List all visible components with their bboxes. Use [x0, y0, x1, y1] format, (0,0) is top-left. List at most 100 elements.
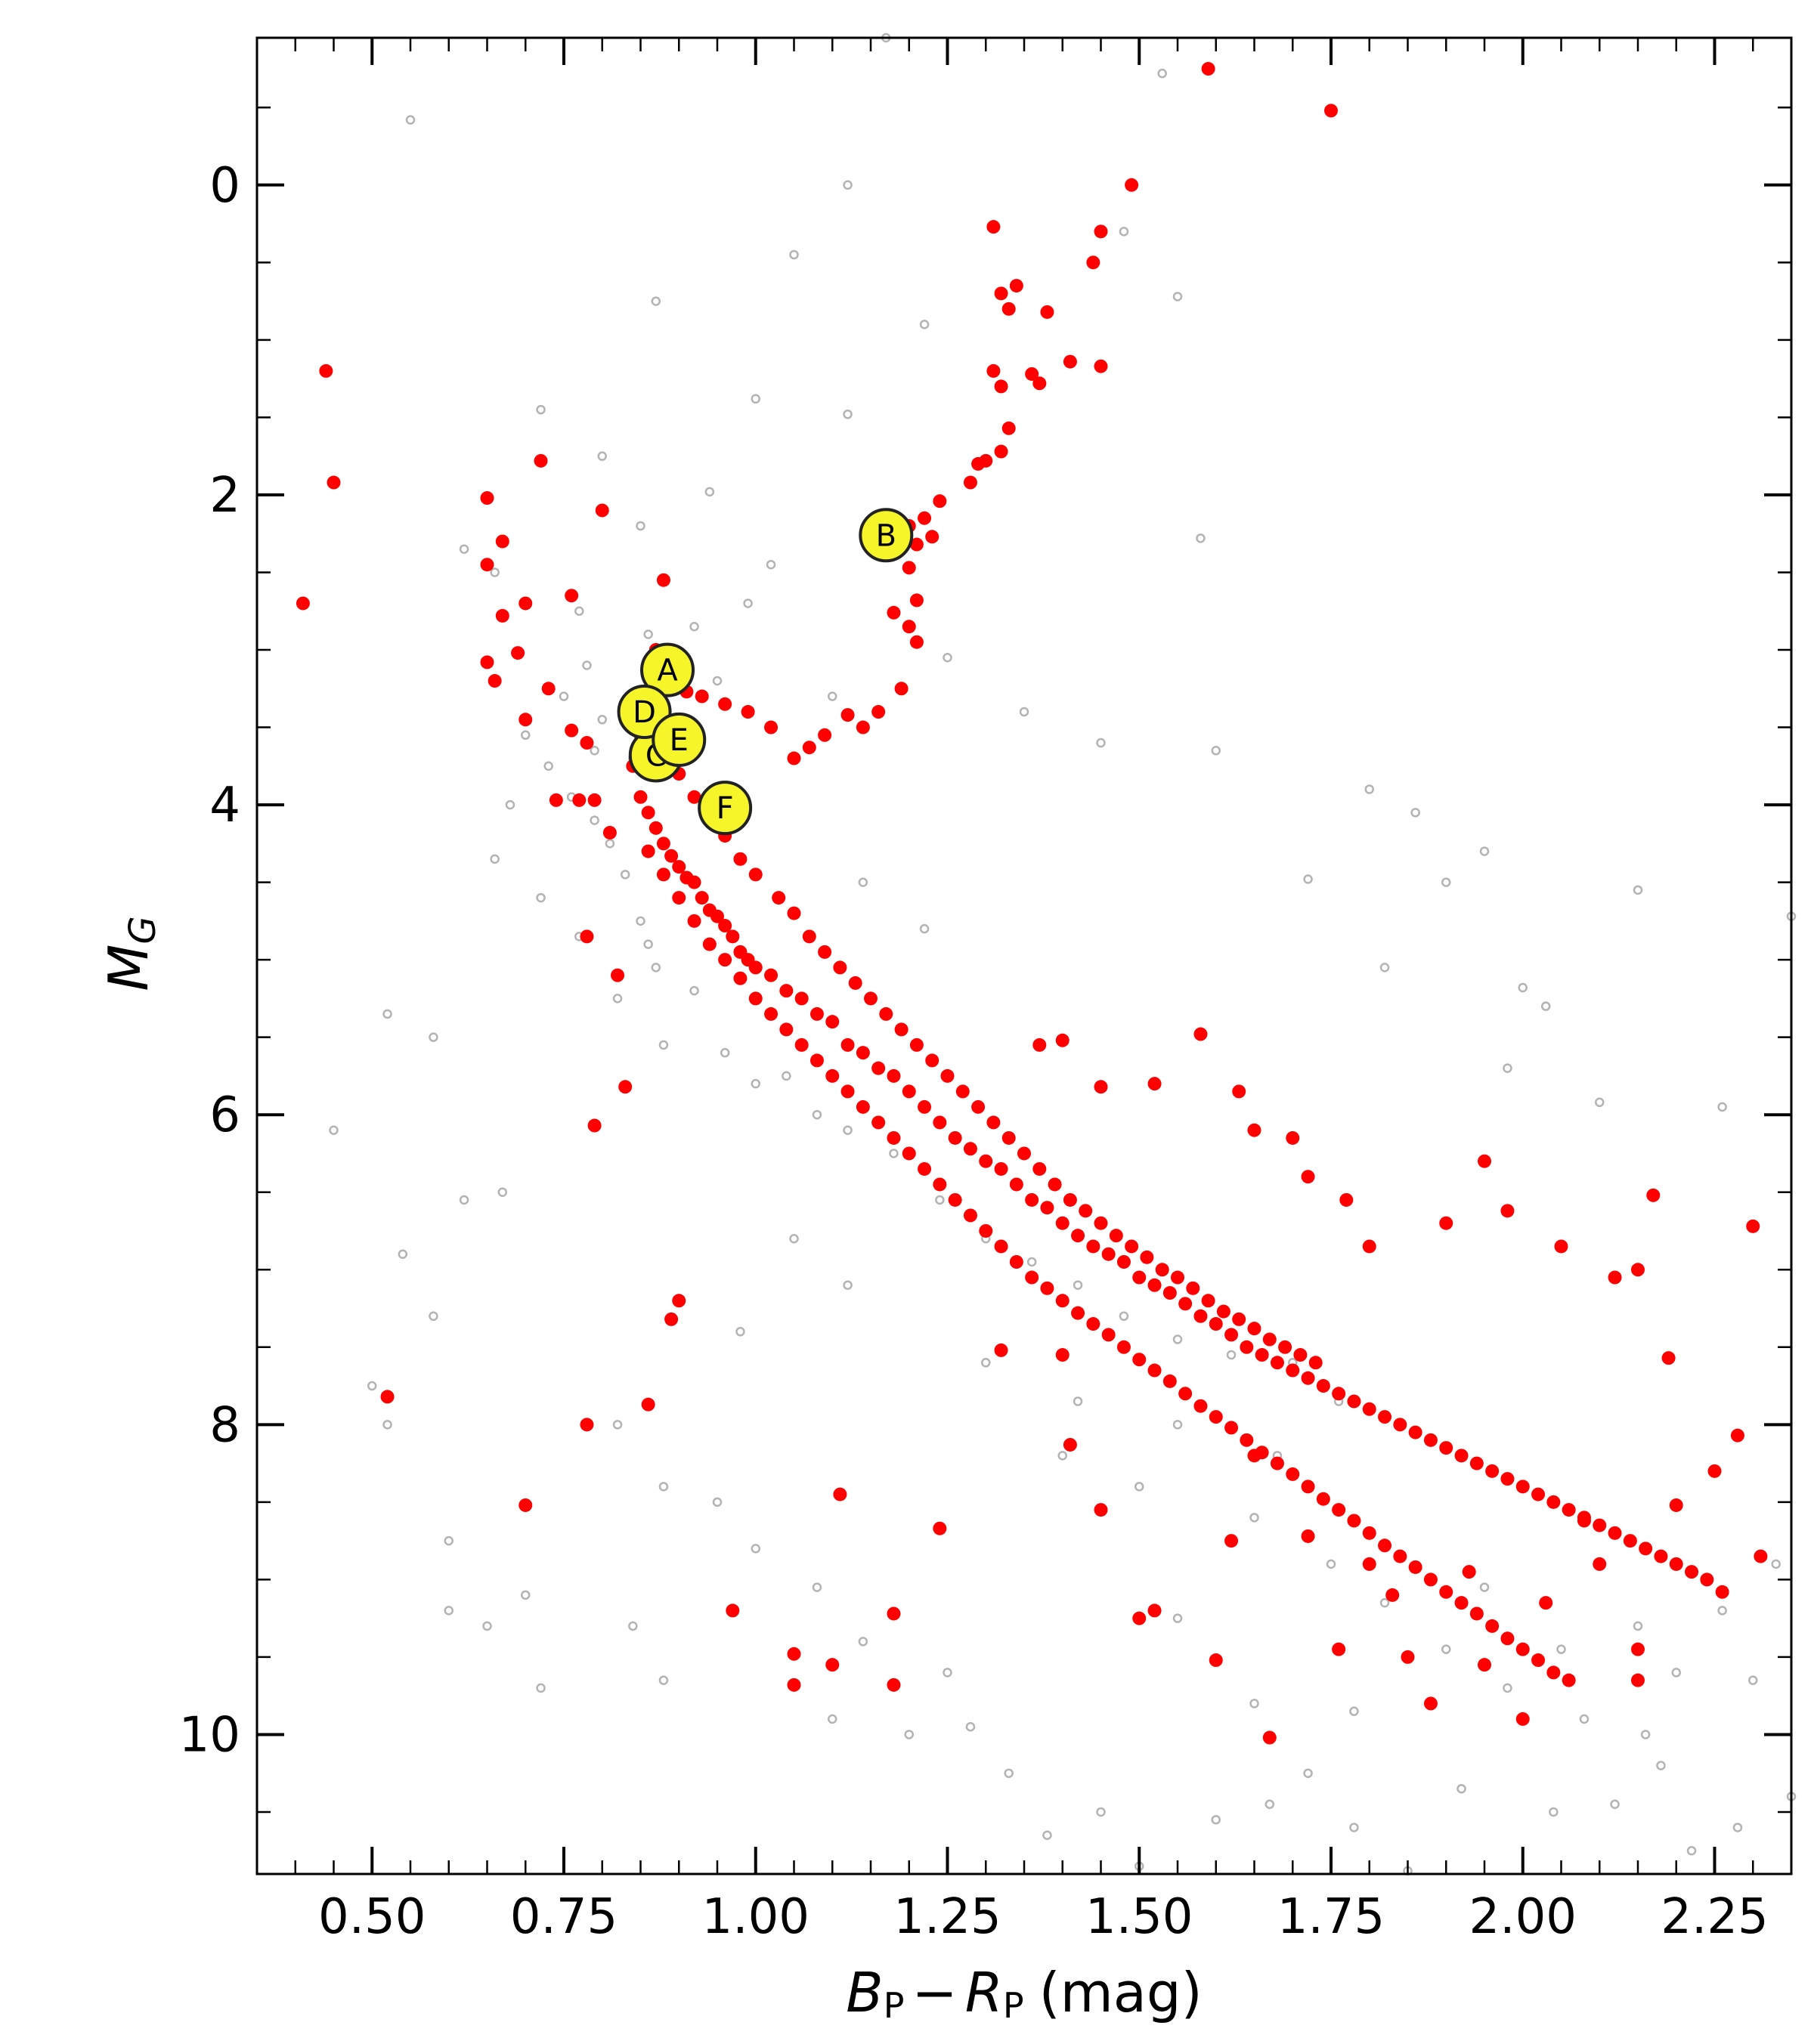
- member-star-point: [933, 1115, 947, 1130]
- member-star-point: [986, 1115, 1001, 1130]
- field-star-point: [1249, 1699, 1259, 1708]
- field-star-point: [1326, 1559, 1336, 1569]
- member-star-point: [748, 960, 763, 975]
- member-star-point: [1423, 1433, 1438, 1447]
- field-star-point: [1172, 292, 1183, 301]
- field-star-point: [789, 249, 799, 260]
- field-star-point: [843, 410, 853, 419]
- member-star-point: [764, 720, 779, 734]
- member-star-point: [1332, 1387, 1346, 1401]
- field-star-point: [1503, 1063, 1512, 1073]
- field-star-point: [559, 691, 569, 701]
- member-star-point: [1109, 1229, 1123, 1243]
- member-star-point: [718, 697, 732, 711]
- field-star-point: [636, 916, 645, 926]
- field-star-point: [1771, 1559, 1781, 1569]
- field-star-point: [643, 939, 653, 949]
- member-star-point: [1025, 1270, 1039, 1285]
- field-star-point: [1441, 877, 1451, 887]
- member-star-point: [1608, 1270, 1622, 1285]
- member-star-point: [649, 821, 663, 835]
- member-star-point: [1147, 1278, 1162, 1292]
- member-star-point: [871, 1115, 886, 1130]
- field-star-point: [943, 653, 952, 663]
- member-star-point: [633, 790, 648, 804]
- field-star-point: [1748, 1675, 1758, 1685]
- member-star-point: [856, 1046, 870, 1060]
- field-star-point: [329, 1125, 339, 1135]
- member-star-point: [1308, 1356, 1323, 1370]
- member-star-point: [1224, 1328, 1239, 1342]
- field-star-point: [1096, 738, 1106, 748]
- member-star-point: [948, 1130, 962, 1145]
- x-tick-label: 0.75: [510, 1889, 618, 1945]
- member-star-point: [1140, 1250, 1154, 1264]
- member-star-point: [672, 891, 686, 905]
- member-star-point: [1209, 1410, 1223, 1424]
- field-star-point: [751, 394, 760, 404]
- field-star-point: [1265, 1799, 1275, 1809]
- member-star-point: [1162, 1286, 1177, 1300]
- member-star-point: [1362, 1557, 1376, 1571]
- member-star-point: [495, 534, 509, 549]
- member-star-point: [1393, 1418, 1407, 1432]
- member-star-point: [902, 620, 916, 634]
- member-star-point: [787, 1678, 801, 1692]
- member-star-point: [887, 1068, 901, 1083]
- y-tick-label: 2: [209, 468, 240, 524]
- member-star-point: [971, 1099, 986, 1114]
- field-star-point: [1717, 1606, 1727, 1616]
- field-star-point: [1633, 1621, 1643, 1631]
- member-star-point: [1071, 1229, 1085, 1243]
- member-star-point: [1101, 1328, 1116, 1342]
- member-star-point: [1685, 1565, 1699, 1579]
- field-star-point: [919, 923, 930, 934]
- highlight-label: B: [876, 518, 896, 553]
- member-star-point: [963, 475, 977, 490]
- member-star-point: [1669, 1557, 1683, 1571]
- member-star-point: [1086, 1317, 1100, 1331]
- member-star-point: [656, 836, 670, 851]
- highlight-marker: [698, 781, 753, 836]
- field-star-point: [490, 854, 500, 864]
- member-star-point: [818, 945, 832, 959]
- member-star-point: [1155, 1263, 1169, 1277]
- x-title-unit: (mag): [1039, 1961, 1203, 2024]
- member-star-point: [1439, 1216, 1453, 1230]
- member-star-point: [1401, 1650, 1415, 1664]
- member-star-point: [1232, 1312, 1246, 1326]
- field-star-point: [1633, 885, 1643, 895]
- member-star-point: [918, 1161, 932, 1176]
- member-star-point: [955, 1084, 970, 1099]
- member-star-point: [726, 1603, 740, 1618]
- y-axis-title: MG: [97, 916, 164, 991]
- member-star-point: [1531, 1653, 1546, 1668]
- field-star-point: [1119, 1311, 1129, 1322]
- member-star-point: [1147, 1077, 1162, 1091]
- member-star-point: [994, 444, 1008, 459]
- member-star-point: [1132, 1611, 1147, 1625]
- member-star-point: [1500, 1472, 1515, 1486]
- member-star-point: [787, 906, 801, 920]
- field-star-point: [1073, 1280, 1083, 1291]
- field-star-point: [1096, 1807, 1106, 1817]
- field-star-point: [543, 761, 553, 772]
- member-star-point: [909, 635, 924, 649]
- member-star-point: [779, 984, 794, 998]
- member-star-point: [1654, 1549, 1668, 1563]
- member-star-point: [1162, 1374, 1177, 1388]
- member-star-point: [1086, 1239, 1100, 1254]
- member-star-point: [1009, 1177, 1023, 1192]
- highlight-label: A: [657, 654, 678, 688]
- field-star-point: [782, 1071, 791, 1081]
- member-star-point: [971, 456, 986, 471]
- field-star-point: [1640, 1730, 1651, 1739]
- member-star-point: [1094, 1080, 1108, 1094]
- member-star-point: [1469, 1606, 1484, 1621]
- field-star-point: [704, 487, 715, 497]
- field-star-point: [766, 559, 776, 570]
- member-star-point: [848, 976, 862, 990]
- member-star-point: [319, 363, 333, 378]
- member-star-point: [672, 1294, 686, 1308]
- member-star-point: [1262, 1730, 1277, 1745]
